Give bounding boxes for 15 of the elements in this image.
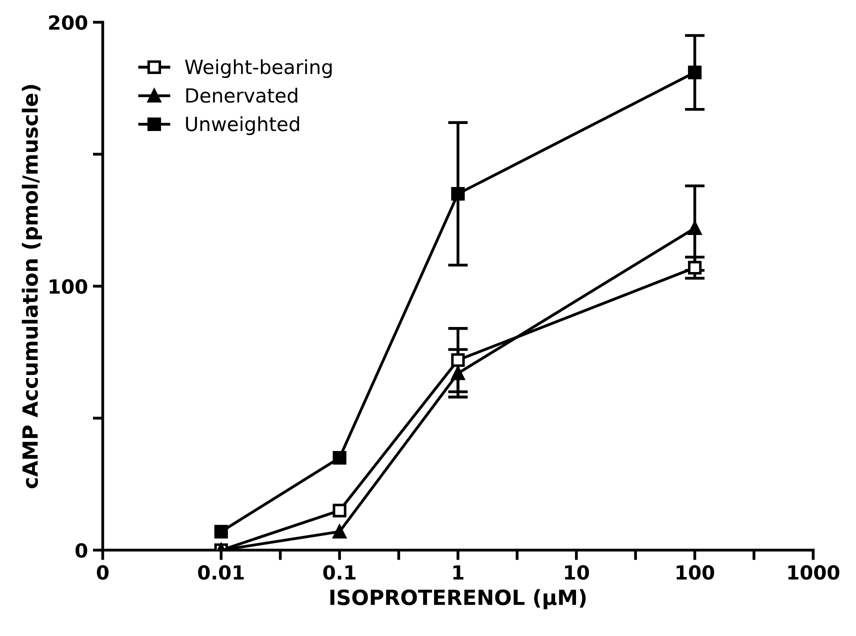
x-tick-label: 1000 — [788, 565, 840, 580]
x-axis-title: ISOPROTERENOL (µM) — [330, 589, 586, 610]
y-tick-label: 100 — [50, 279, 88, 294]
legend-label: Weight-bearing — [185, 59, 332, 78]
legend-label: Unweighted — [186, 116, 300, 136]
y-axis-title: cAMP Accumulation (pmol/muscle) — [22, 85, 42, 488]
x-tick-label: 100 — [676, 565, 714, 580]
x-tick-label: 0.01 — [198, 565, 244, 580]
x-tick-label: 0.1 — [323, 565, 356, 580]
x-tick-label: 0 — [96, 565, 109, 580]
x-tick-label: 1 — [453, 565, 464, 580]
legend-label: Denervated — [186, 88, 298, 103]
y-tick-label: 200 — [49, 15, 88, 30]
x-tick-label: 10 — [565, 565, 589, 580]
y-tick-label: 0 — [76, 543, 88, 558]
